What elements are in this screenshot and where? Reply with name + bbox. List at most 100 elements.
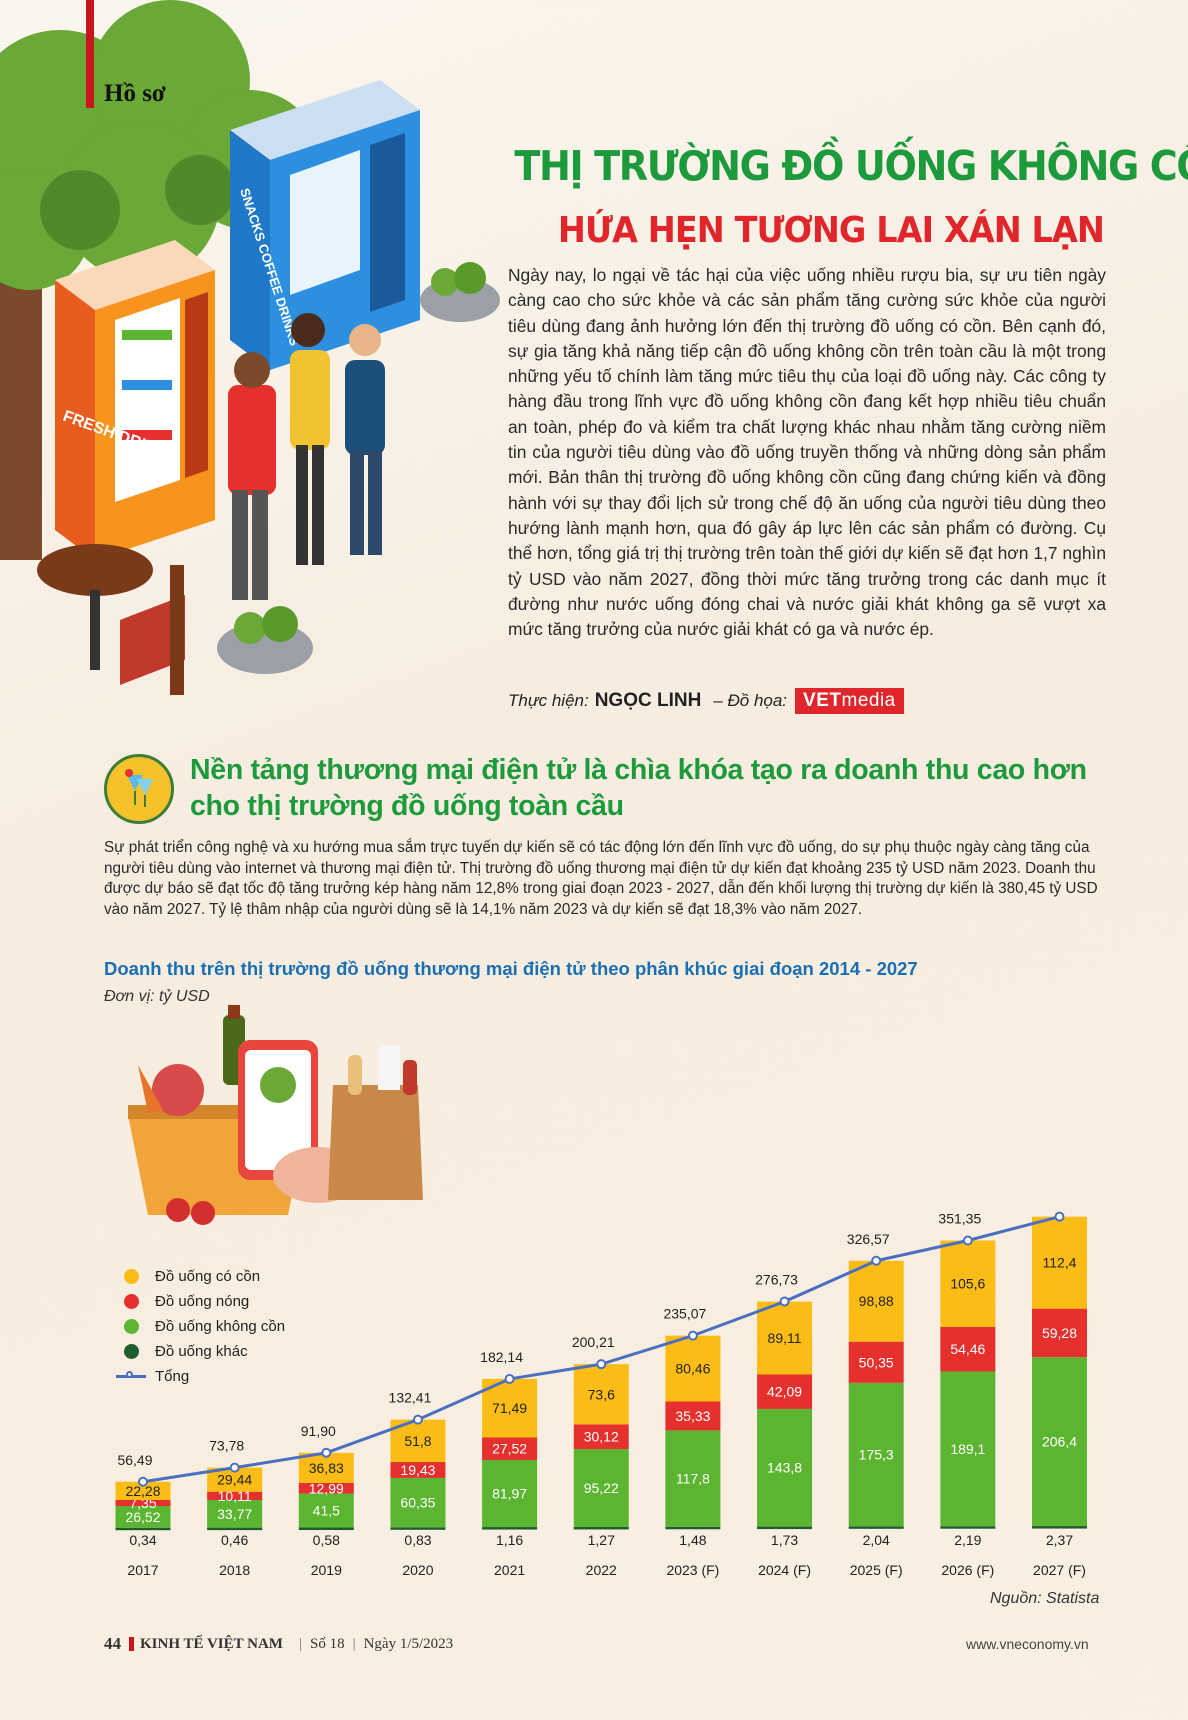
- total-point: [412, 1414, 423, 1425]
- bar-segment: [482, 1378, 538, 1438]
- x-tick-label: 2025 (F): [850, 1562, 903, 1578]
- total-value-label: 56,49: [117, 1452, 152, 1468]
- footer-separator: |: [298, 1635, 302, 1652]
- phone-icon: [238, 1040, 318, 1180]
- bar-value-label: 143,8: [767, 1460, 802, 1476]
- bar-segment: [665, 1430, 721, 1527]
- bar-segment: [1032, 1357, 1087, 1527]
- bar-segment: [482, 1527, 538, 1530]
- magazine-name: KINH TẾ VIỆT NAM: [140, 1635, 283, 1652]
- tree-canopy-icon: [0, 0, 320, 290]
- bar-value-label: 51,8: [404, 1433, 431, 1449]
- footer-marker: [129, 1637, 134, 1651]
- x-tick-label: 2026 (F): [941, 1562, 994, 1578]
- bar-value-label: 98,88: [859, 1293, 894, 1309]
- bar-value-label: 26,52: [125, 1509, 160, 1525]
- bar-value-label: 12,99: [309, 1480, 344, 1496]
- chart-source: Nguồn: Statista: [990, 1590, 1100, 1607]
- bar-value-label: 175,3: [859, 1447, 894, 1463]
- bar-value-label: 2,37: [1046, 1532, 1073, 1548]
- bar-value-label: 41,5: [313, 1503, 340, 1519]
- chart-title: Doanh thu trên thị trường đồ uống thương…: [104, 958, 918, 979]
- headline-line-2: HỨA HẸN TƯƠNG LAI XÁN LẠN: [557, 210, 1105, 251]
- total-value-label: 351,35: [938, 1210, 981, 1226]
- bar-segment: [757, 1374, 813, 1409]
- tree-trunk: [0, 240, 42, 560]
- bar-value-label: 0,58: [313, 1532, 340, 1548]
- bar-value-label: 29,44: [217, 1472, 252, 1488]
- bar-segment: [298, 1527, 354, 1531]
- author-name: NGỌC LINH: [594, 690, 702, 711]
- total-value-label: 91,90: [301, 1423, 336, 1439]
- grocery-bag-icon: [328, 1045, 423, 1200]
- section-tag: Hồ sơ: [104, 80, 166, 107]
- vending-illustration: SNACKS COFFEE DRINKS FRESH DRINKS: [0, 0, 500, 695]
- section-marker: [86, 0, 94, 108]
- bar-segment: [207, 1467, 263, 1492]
- x-tick-label: 2017: [127, 1562, 158, 1578]
- blue-vending-machine-icon: SNACKS COFFEE DRINKS: [230, 80, 420, 370]
- bar-segment: [115, 1481, 171, 1501]
- bar-value-label: 1,48: [679, 1532, 706, 1548]
- total-point: [779, 1296, 790, 1307]
- bar-value-label: 35,33: [675, 1408, 710, 1424]
- bar-value-label: 33,77: [217, 1506, 252, 1522]
- shopping-illustration: [128, 1005, 423, 1225]
- bar-value-label: 81,97: [492, 1486, 527, 1502]
- bar-segment: [848, 1382, 904, 1527]
- page-number: 44: [104, 1634, 121, 1653]
- bar-value-label: 10,11: [218, 1488, 252, 1504]
- bar-segment: [207, 1527, 263, 1531]
- section-title: Nền tảng thương mại điện tử là chìa khóa…: [190, 754, 1087, 822]
- bar-value-label: 95,22: [584, 1480, 619, 1496]
- bar-segment: [115, 1500, 171, 1507]
- legend-item-non-alcoholic: Đồ uống không cồn: [124, 1314, 285, 1339]
- bar-value-label: 54,46: [950, 1341, 985, 1357]
- bar-value-label: 206,4: [1042, 1434, 1077, 1450]
- legend-line-swatch: [116, 1371, 146, 1378]
- bar-segment: [665, 1526, 721, 1530]
- bar-value-label: 71,49: [492, 1400, 527, 1416]
- bar-segment: [298, 1493, 354, 1528]
- legend-swatch: [124, 1269, 139, 1284]
- x-tick-label: 2022: [586, 1562, 617, 1578]
- chart-unit: Đơn vị: tỷ USD: [104, 988, 210, 1005]
- table-icon: [37, 544, 185, 695]
- plant-pot-icon: [217, 262, 500, 674]
- credits-by-label: Thực hiện:: [508, 691, 589, 710]
- people-icon: [228, 313, 385, 600]
- bar-segment: [573, 1526, 629, 1530]
- website-link[interactable]: www.vneconomy.vn: [966, 1636, 1089, 1652]
- footer-separator: |: [352, 1635, 356, 1652]
- total-point: [962, 1235, 973, 1246]
- legend-swatch: [124, 1294, 139, 1309]
- legend-item-other: Đồ uống khác: [124, 1339, 285, 1364]
- bar-segment: [757, 1526, 813, 1530]
- total-point: [504, 1373, 515, 1384]
- bar-value-label: 1,16: [496, 1532, 523, 1548]
- bar-segment: [298, 1452, 354, 1483]
- bar-value-label: 60,35: [400, 1495, 435, 1511]
- section-body: Sự phát triển công nghệ và xu hướng mua …: [104, 839, 1098, 918]
- bar-value-label: 1,73: [771, 1532, 798, 1548]
- total-point: [138, 1476, 148, 1487]
- legend-item-total: Tổng: [116, 1364, 285, 1389]
- bar-value-label: 7,35: [129, 1495, 156, 1511]
- bar-segment: [115, 1506, 171, 1528]
- bar-segment: [207, 1499, 263, 1528]
- bar-value-label: 189,1: [950, 1441, 985, 1457]
- bar-value-label: 0,34: [129, 1532, 156, 1548]
- bar-segment: [573, 1364, 629, 1425]
- total-point: [596, 1359, 607, 1370]
- intro-paragraph: Ngày nay, lo ngại về tác hại của việc uố…: [508, 265, 1106, 640]
- total-value-label: 276,73: [755, 1272, 798, 1288]
- bar-segment: [1032, 1216, 1087, 1309]
- x-tick-label: 2019: [311, 1562, 342, 1578]
- bar-value-label: 59,28: [1042, 1325, 1077, 1341]
- bar-value-label: 112,4: [1043, 1255, 1077, 1271]
- bar-segment: [390, 1462, 446, 1478]
- bar-value-label: 89,11: [768, 1330, 802, 1346]
- bar-segment: [665, 1401, 721, 1431]
- x-tick-label: 2024 (F): [758, 1562, 811, 1578]
- bar-segment: [757, 1408, 813, 1527]
